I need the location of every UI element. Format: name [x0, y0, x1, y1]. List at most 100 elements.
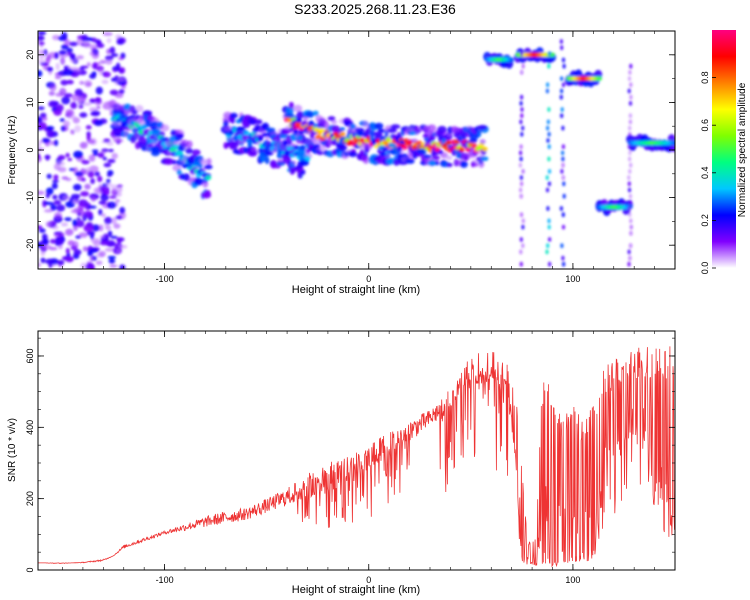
spectrogram-blob [79, 112, 88, 118]
spectrogram-blob [104, 247, 115, 252]
spectrogram-blob [560, 243, 564, 249]
spectrogram-blob [46, 130, 55, 138]
spectrogram-blob [440, 152, 448, 159]
spectrogram-blob [521, 224, 525, 230]
spectrogram-blob [98, 250, 106, 257]
spectrogram-blob [76, 220, 85, 228]
spectrogram-blob [64, 217, 72, 222]
spectrogram-blob [236, 126, 246, 131]
spectrogram-blob [547, 63, 551, 69]
spectrogram-blob [110, 235, 118, 239]
spectrogram-blob [71, 209, 79, 214]
spectrogram-blob [463, 141, 470, 149]
spectrogram-blob [38, 49, 44, 53]
spectrogram-blob [559, 94, 563, 100]
spectrogram-frame [37, 30, 676, 270]
snr-ytick-label: 400 [25, 420, 35, 435]
spectrogram-blob [300, 169, 306, 175]
spectrogram-blob [193, 177, 204, 186]
spectrogram-blob [411, 138, 418, 144]
spectrogram-blob [561, 150, 565, 156]
snr-panel: -100 0 100 0 200 400 600 Height of straight li… [7, 330, 676, 596]
spectrogram-blob [672, 140, 675, 146]
spectrogram-blob [119, 264, 126, 269]
spectrogram-blob [628, 169, 632, 174]
spectrogram-blob [107, 230, 113, 237]
spectrogram-blob [431, 155, 440, 160]
spectrogram-blob [108, 148, 114, 153]
spectrogram-xlabel: Height of straight line (km) [292, 284, 420, 296]
spectrogram-blob [628, 156, 632, 162]
spectrogram-blob [45, 125, 55, 131]
spectrogram-blob [381, 146, 389, 152]
spectrogram-blob [53, 199, 62, 206]
spectrogram-blob [596, 76, 603, 81]
spectrogram-blob [468, 138, 478, 144]
spectrogram-blob [77, 99, 82, 106]
snr-ytick-label: 600 [25, 348, 35, 363]
spectrogram-ytick-label: 0 [25, 147, 35, 152]
spectrogram-blob [109, 264, 118, 268]
spectrogram-blob [547, 107, 551, 112]
spectrogram-blob [50, 204, 57, 211]
spectrogram-blob [79, 141, 88, 149]
spectrogram-blob [99, 235, 106, 239]
spectrogram-blob [434, 146, 441, 152]
spectrogram-blob [319, 117, 327, 124]
spectrogram-blob [95, 260, 103, 265]
spectrogram-blob [54, 75, 62, 80]
spectrogram-blob [89, 256, 94, 262]
spectrogram-blob [205, 175, 212, 181]
spectrogram-blob [519, 175, 524, 181]
spectrogram-blob [86, 133, 91, 141]
spectrogram-blob [49, 83, 57, 92]
spectrogram-xtick-label: 100 [565, 274, 580, 284]
spectrogram-blob [191, 149, 201, 156]
spectrogram-blob [104, 55, 114, 61]
spectrogram-blob [94, 96, 102, 103]
spectrogram-blob [70, 129, 75, 135]
spectrogram-blob [107, 158, 116, 164]
spectrogram-blob [116, 41, 124, 45]
spectrogram-blob [91, 51, 100, 60]
spectrogram-blob [87, 171, 95, 178]
spectrogram-blob [45, 193, 50, 199]
spectrogram-blob [359, 149, 365, 157]
spectrogram-blob [106, 201, 117, 209]
colorbar-tick-label: 0.6 [700, 119, 710, 132]
spectrogram-blob [520, 181, 524, 187]
spectrogram-blob [135, 105, 144, 113]
spectrogram-ylabel: Frequency (Hz) [7, 116, 18, 185]
spectrogram-blob [98, 200, 107, 205]
spectrogram-blob [86, 37, 94, 42]
spectrogram-blob [293, 129, 298, 135]
spectrogram-blob [450, 126, 459, 134]
snr-ylabel: SNR (10 * v/v) [7, 418, 18, 482]
spectrogram-blob [104, 216, 113, 225]
spectrogram-blob [519, 150, 523, 156]
spectrogram-blob [92, 240, 101, 247]
spectrogram-blob [40, 250, 46, 256]
spectrogram-blob [115, 215, 123, 220]
spectrogram-blob [45, 154, 50, 161]
spectrogram-blob [102, 156, 107, 161]
spectrogram-blob [59, 118, 65, 122]
spectrogram-blob [38, 225, 43, 230]
spectrogram-blob [547, 224, 551, 230]
spectrogram-blob [521, 63, 525, 69]
spectrogram-blob [81, 159, 90, 165]
spectrogram-blob [138, 115, 145, 122]
spectrogram-blob [103, 138, 111, 143]
spectrogram-blob [300, 159, 309, 166]
spectrogram-blob [38, 190, 45, 195]
spectrogram-blob [51, 182, 58, 190]
spectrogram-blob [111, 217, 117, 225]
spectrogram-blob [477, 125, 488, 130]
spectrogram-blob [304, 156, 311, 162]
spectrogram-blob [53, 231, 63, 239]
spectrogram-blob [546, 243, 550, 249]
spectrogram-blob [106, 141, 114, 146]
spectrogram-energy [38, 31, 675, 269]
spectrogram-blob [629, 230, 633, 236]
